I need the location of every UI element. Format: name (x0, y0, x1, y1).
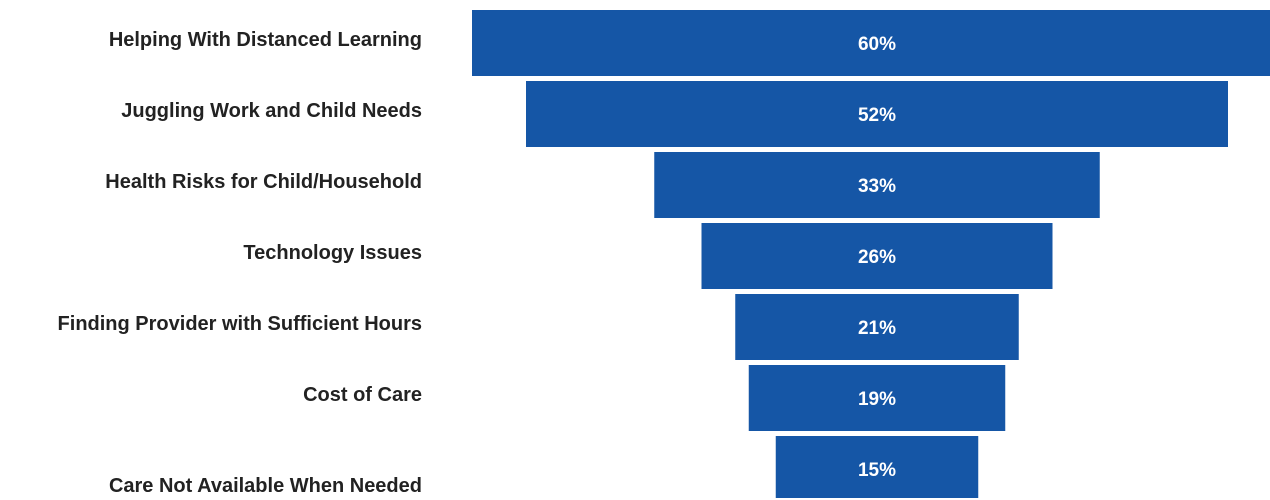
funnel-bar (701, 223, 1053, 289)
value-labels: 60% 52% 33% 26% 21% 19% 15% (858, 34, 896, 481)
value-label: 26% (858, 247, 896, 268)
category-label: Cost of Care (303, 384, 422, 406)
funnel-bar (748, 365, 1006, 431)
value-label: 33% (858, 176, 896, 197)
funnel-bars (472, 10, 1270, 498)
category-label: Technology Issues (243, 242, 422, 264)
funnel-bar (775, 436, 979, 498)
funnel-bar (526, 81, 1228, 147)
category-label: Helping With Distanced Learning (109, 29, 422, 51)
value-label: 15% (858, 460, 896, 481)
funnel-bar (654, 152, 1100, 218)
category-label: Finding Provider with Sufficient Hours (58, 313, 422, 335)
funnel-bar (735, 294, 1019, 360)
value-label: 21% (858, 318, 896, 339)
value-label: 52% (858, 105, 896, 126)
category-label: Care Not Available When Needed (109, 475, 422, 497)
category-label: Health Risks for Child/Household (105, 171, 422, 193)
category-labels: Helping With Distanced Learning Juggling … (58, 29, 422, 497)
value-label: 60% (858, 34, 896, 55)
funnel-bar (472, 10, 1270, 76)
value-label: 19% (858, 389, 896, 410)
category-label: Juggling Work and Child Needs (121, 100, 422, 122)
